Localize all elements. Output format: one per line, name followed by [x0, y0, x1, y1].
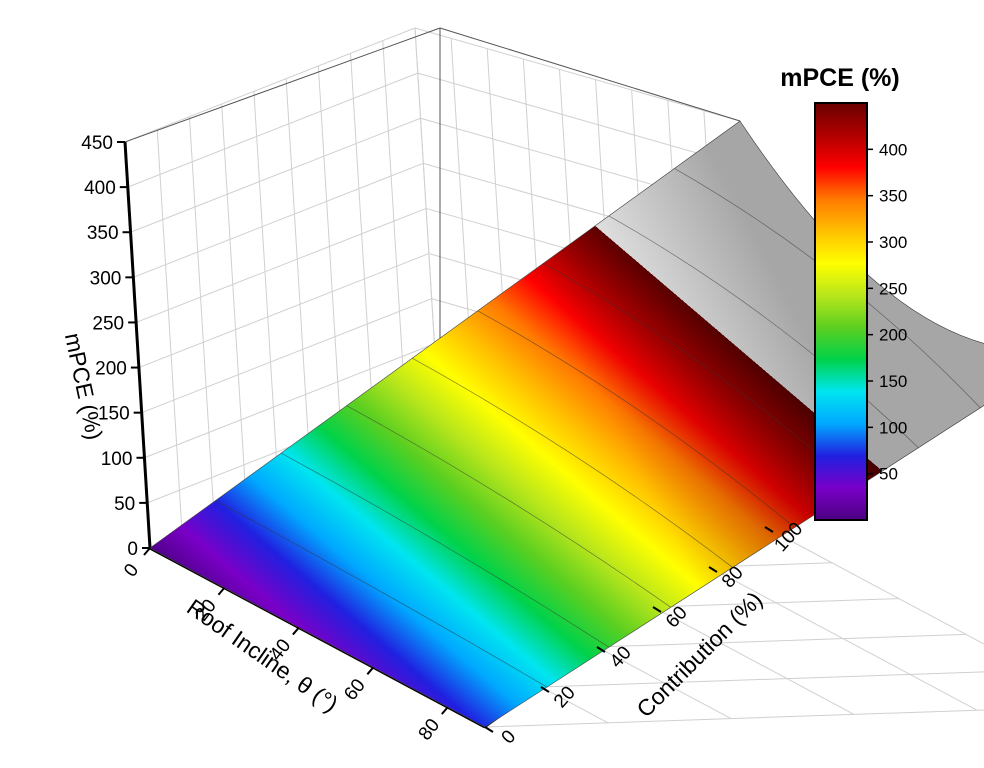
- y-tick-label: 0: [498, 726, 521, 748]
- x-tick-mark: [441, 706, 449, 715]
- x-tick-mark: [217, 587, 226, 596]
- colorbar-tick-label: 350: [879, 187, 907, 206]
- grid-line-z: [144, 343, 435, 459]
- colorbar-tick-label: 150: [879, 372, 907, 391]
- surface-layer: [149, 120, 984, 728]
- floor-grid-line: [484, 709, 984, 728]
- colorbar-title: mPCE (%): [780, 64, 899, 92]
- y-tick-mark: [652, 606, 662, 613]
- grid-line-z: [417, 72, 743, 167]
- z-axis-title: mPCE (%): [60, 331, 108, 443]
- z-tick-label: 300: [90, 268, 122, 289]
- grid-line-z: [414, 27, 741, 122]
- grid-line-v: [221, 103, 248, 511]
- colorbar-tick-label: 300: [879, 233, 907, 252]
- y-tick-mark: [596, 646, 606, 653]
- z-tick-label: 50: [114, 494, 135, 515]
- z-tick-label: 250: [92, 313, 124, 334]
- box-edge: [439, 27, 741, 122]
- z-tick-label: 150: [98, 404, 130, 425]
- colorbar: mPCE (%) 50 100 150 200 250 300 350 400: [780, 64, 907, 521]
- colorbar-tick-label: 400: [879, 140, 907, 159]
- y-tick-mark: [540, 686, 550, 693]
- surface-shading: [150, 121, 984, 727]
- contour-line: [280, 452, 610, 648]
- x-tick-label: 0: [120, 560, 143, 581]
- grid-line-v: [317, 65, 344, 473]
- colorbar-scale: [814, 102, 868, 521]
- colorbar-tick-label: 50: [879, 465, 898, 484]
- x-tick-mark: [143, 547, 151, 556]
- y-tick-mark: [708, 566, 718, 573]
- grid-line-z: [141, 298, 432, 414]
- x-tick-label: 60: [340, 675, 370, 705]
- contour-line: [412, 357, 733, 568]
- z-tick-label: 100: [101, 449, 133, 470]
- z-tick-label: 200: [95, 359, 127, 380]
- grid-line-z: [124, 27, 416, 143]
- z-tick-label: 450: [81, 133, 113, 154]
- box-edge: [124, 27, 441, 143]
- grid-line-v: [253, 91, 280, 498]
- contour-line: [608, 215, 919, 449]
- contour-line: [346, 405, 671, 608]
- grid-line-v: [285, 78, 312, 485]
- colorbar-tick-label: 100: [879, 418, 907, 437]
- x-tick-label: 80: [415, 715, 445, 745]
- contour-line: [215, 500, 548, 688]
- grid-line-z: [135, 207, 427, 323]
- y-tick-mark: [764, 526, 774, 533]
- grid-line-z: [133, 162, 424, 278]
- colorbar-tick-label: 200: [879, 326, 907, 345]
- x-tick-mark: [292, 626, 300, 636]
- grid-line-z: [138, 253, 430, 369]
- grid-line-z: [127, 72, 418, 188]
- contour-line: [477, 310, 795, 528]
- x-tick-mark: [366, 666, 375, 675]
- z-tick-label: 400: [84, 178, 116, 199]
- grid-line-v: [188, 116, 215, 523]
- z-tick-label: 0: [127, 539, 138, 560]
- box-edge: [123, 141, 152, 549]
- grid-line-z: [130, 117, 421, 233]
- floor-grid-line: [764, 526, 984, 645]
- colorbar-tick-label: 250: [879, 279, 907, 298]
- grid-line-v: [156, 129, 183, 536]
- y-tick-mark: [484, 726, 494, 733]
- z-tick-label: 350: [87, 223, 119, 244]
